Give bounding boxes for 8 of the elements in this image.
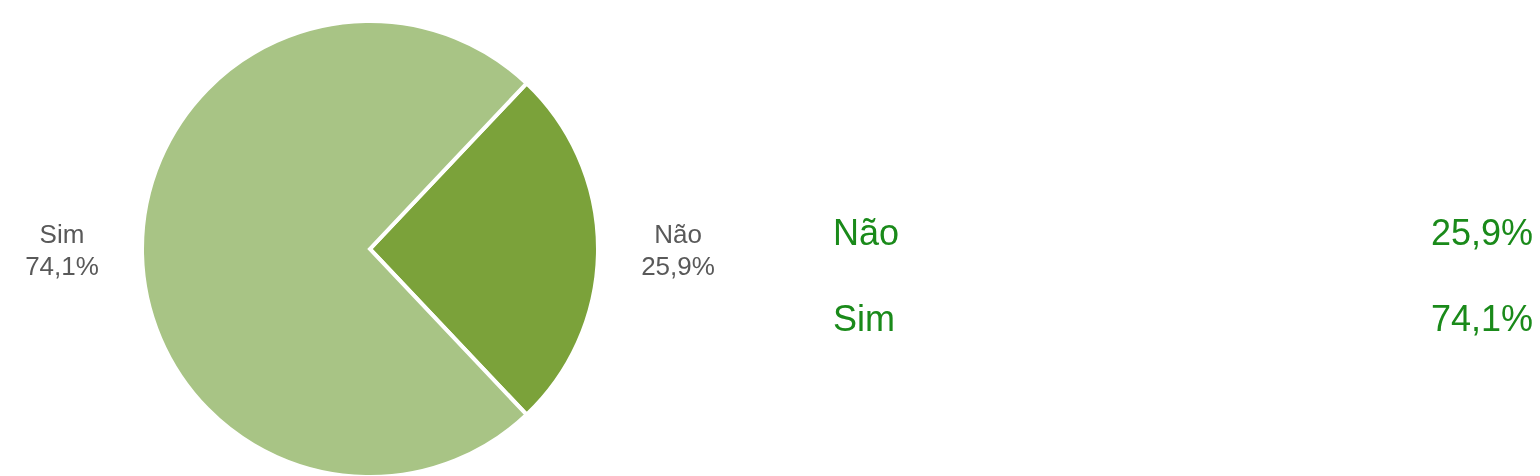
text: 25,9%: [1430, 212, 1533, 253]
text: 74,1%: [1430, 298, 1533, 339]
data-label: 74,1%: [25, 251, 99, 281]
category-label: Sim: [833, 298, 895, 339]
data-label: 25,9%: [641, 251, 715, 281]
slice-label: Não: [654, 219, 702, 249]
category-label: Não: [833, 212, 900, 253]
slice-label: Sim: [39, 219, 85, 249]
